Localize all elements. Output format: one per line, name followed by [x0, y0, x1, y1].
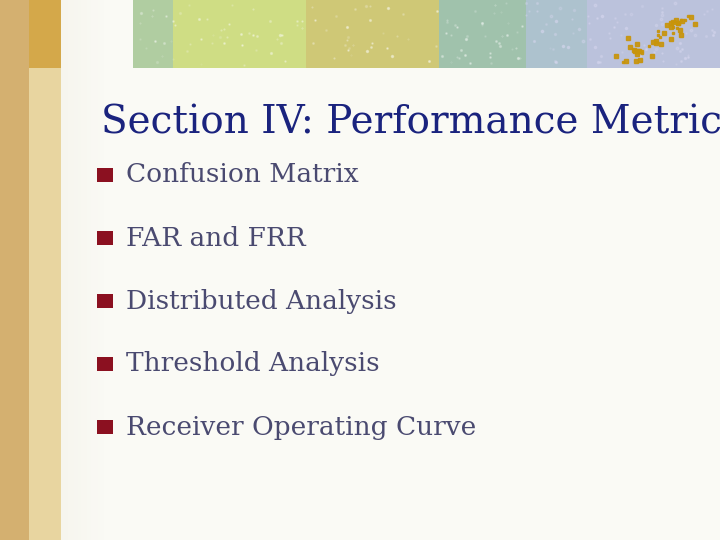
Bar: [68, 0, 70, 540]
Bar: [83, 0, 85, 540]
Bar: [526, 0, 587, 68]
Bar: [76, 0, 78, 540]
Bar: [97, 294, 113, 308]
Text: FAR and FRR: FAR and FRR: [126, 226, 305, 251]
Bar: [96, 0, 98, 540]
Bar: [78, 0, 81, 540]
Bar: [97, 420, 113, 434]
Bar: [74, 0, 76, 540]
Bar: [97, 168, 113, 182]
Bar: [133, 0, 173, 68]
Text: Distributed Analysis: Distributed Analysis: [126, 288, 397, 314]
Text: Receiver Operating Curve: Receiver Operating Curve: [126, 415, 476, 440]
Bar: [100, 0, 102, 540]
Bar: [63, 0, 66, 540]
Bar: [102, 0, 104, 540]
Bar: [87, 0, 89, 540]
Bar: [0, 0, 29, 540]
Bar: [89, 0, 91, 540]
Bar: [97, 357, 113, 371]
Bar: [306, 0, 439, 68]
Text: Threshold Analysis: Threshold Analysis: [126, 352, 379, 376]
Bar: [61, 0, 63, 540]
Text: Confusion Matrix: Confusion Matrix: [126, 163, 359, 187]
Bar: [0, 0, 61, 540]
Bar: [173, 0, 306, 68]
Bar: [72, 0, 74, 540]
Bar: [94, 0, 96, 540]
Text: Section IV: Performance Metrics: Section IV: Performance Metrics: [101, 105, 720, 142]
Bar: [81, 0, 83, 540]
Bar: [85, 0, 87, 540]
Bar: [91, 0, 94, 540]
Bar: [70, 0, 72, 540]
Bar: [29, 0, 61, 68]
Bar: [98, 0, 100, 540]
Bar: [97, 231, 113, 245]
Bar: [587, 0, 720, 68]
Bar: [66, 0, 68, 540]
Bar: [439, 0, 526, 68]
